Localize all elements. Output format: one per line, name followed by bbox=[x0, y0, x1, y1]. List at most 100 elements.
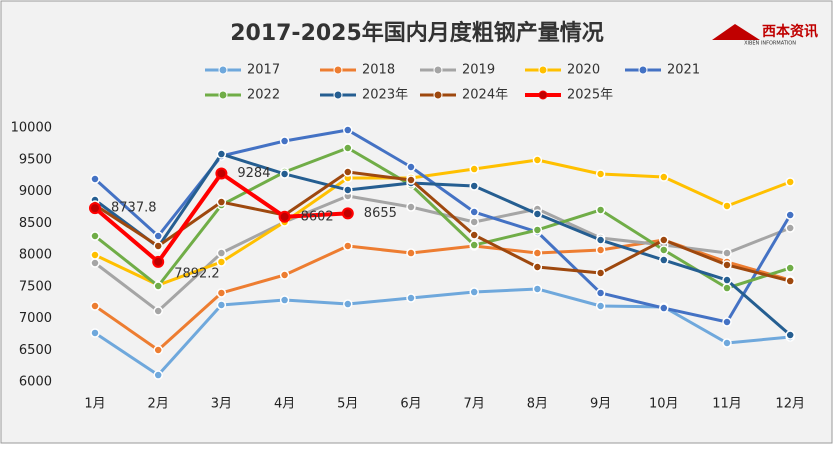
marker bbox=[532, 262, 543, 272]
marker bbox=[532, 284, 543, 294]
logo: 西本资讯 XIBEN INFORMATION bbox=[712, 23, 818, 47]
x-tick-label: 7月 bbox=[464, 397, 485, 412]
marker bbox=[153, 306, 163, 316]
y-tick-label: 8000 bbox=[19, 248, 52, 263]
marker bbox=[215, 167, 228, 180]
marker bbox=[406, 202, 416, 212]
marker bbox=[216, 288, 227, 298]
series-line bbox=[94, 287, 791, 377]
x-tick-label: 6月 bbox=[400, 397, 421, 412]
x-tick-label: 9月 bbox=[590, 397, 611, 412]
x-tick-label: 4月 bbox=[274, 397, 295, 412]
marker bbox=[785, 177, 795, 187]
marker bbox=[216, 300, 227, 310]
marker bbox=[722, 317, 732, 327]
marker bbox=[785, 223, 795, 233]
marker bbox=[722, 275, 732, 285]
brand-subtitle: XIBEN INFORMATION bbox=[744, 41, 796, 47]
y-tick-label: 8500 bbox=[19, 216, 52, 231]
data-label: 9284 bbox=[237, 166, 270, 181]
marker bbox=[532, 248, 543, 258]
marker bbox=[785, 263, 795, 273]
legend-label: 2023年 bbox=[362, 88, 408, 103]
data-label: 8602 bbox=[301, 209, 334, 224]
marker bbox=[153, 370, 163, 380]
marker bbox=[406, 248, 416, 258]
marker bbox=[90, 231, 100, 241]
marker bbox=[279, 136, 290, 146]
marker bbox=[785, 276, 795, 286]
x-tick-label: 3月 bbox=[211, 397, 232, 412]
marker bbox=[406, 293, 416, 303]
marker bbox=[595, 169, 606, 179]
legend-label: 2021 bbox=[667, 63, 700, 78]
x-tick-label: 10月 bbox=[649, 397, 679, 412]
legend-label: 2025年 bbox=[567, 88, 613, 103]
marker bbox=[406, 175, 416, 185]
marker bbox=[216, 149, 227, 159]
legend-label: 2020 bbox=[567, 63, 600, 78]
brand-name: 西本资讯 bbox=[762, 23, 818, 40]
marker bbox=[595, 245, 606, 255]
marker bbox=[722, 260, 732, 270]
marker bbox=[659, 235, 669, 245]
marker bbox=[216, 197, 227, 207]
series-line bbox=[94, 152, 792, 337]
marker bbox=[659, 255, 669, 265]
x-tick-label: 1月 bbox=[84, 397, 105, 412]
marker bbox=[343, 185, 353, 195]
marker bbox=[659, 172, 669, 182]
data-label: 8655 bbox=[364, 206, 397, 221]
series-line bbox=[94, 158, 791, 287]
y-tick-label: 9500 bbox=[19, 152, 52, 167]
marker bbox=[90, 250, 100, 260]
marker bbox=[722, 338, 732, 348]
x-tick-label: 5月 bbox=[337, 397, 358, 412]
marker bbox=[89, 202, 101, 215]
x-tick-label: 12月 bbox=[775, 397, 805, 412]
marker bbox=[153, 231, 163, 241]
legend-marker bbox=[333, 90, 343, 100]
marker bbox=[595, 288, 606, 298]
legend-marker bbox=[538, 90, 548, 100]
marker bbox=[279, 169, 290, 179]
marker bbox=[216, 257, 227, 267]
marker bbox=[152, 255, 165, 268]
marker bbox=[278, 210, 291, 223]
marker bbox=[532, 209, 543, 219]
marker bbox=[659, 245, 669, 255]
legend-marker bbox=[538, 65, 548, 75]
legend-marker bbox=[433, 65, 443, 75]
legend-marker bbox=[218, 90, 228, 100]
marker bbox=[90, 174, 100, 184]
y-tick-label: 6500 bbox=[19, 343, 52, 358]
marker bbox=[595, 268, 606, 278]
marker bbox=[785, 330, 795, 340]
marker bbox=[90, 258, 100, 268]
marker bbox=[90, 328, 100, 338]
marker bbox=[469, 217, 479, 227]
y-tick-label: 6000 bbox=[19, 375, 52, 390]
x-tick-label: 8月 bbox=[527, 397, 548, 412]
marker bbox=[469, 181, 479, 191]
x-tick-label: 2月 bbox=[148, 397, 169, 412]
marker bbox=[532, 225, 543, 235]
y-tick-label: 10000 bbox=[11, 121, 52, 136]
data-label: 7892.2 bbox=[174, 266, 220, 281]
marker bbox=[595, 235, 606, 245]
marker bbox=[153, 345, 163, 355]
legend-label: 2017 bbox=[247, 63, 280, 78]
chart-title: 2017-2025年国内月度粗钢产量情况 bbox=[230, 20, 604, 46]
marker bbox=[279, 295, 290, 305]
marker bbox=[343, 143, 353, 153]
x-tick-label: 11月 bbox=[712, 397, 742, 412]
marker bbox=[659, 303, 669, 313]
y-tick-label: 7500 bbox=[19, 279, 52, 294]
marker bbox=[153, 241, 163, 251]
marker bbox=[343, 241, 353, 251]
legend-marker bbox=[333, 65, 343, 75]
legend-label: 2024年 bbox=[462, 88, 508, 103]
marker bbox=[469, 164, 479, 174]
